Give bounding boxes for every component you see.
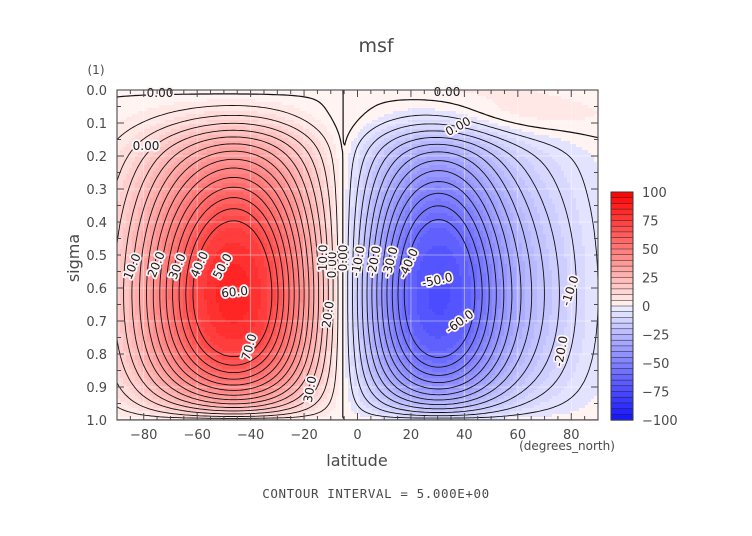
contour-value-label: 60.060.0 [221,284,249,301]
x-axis-label: latitude [326,451,387,470]
x-tick-label: −20 [290,428,317,443]
x-tick-label: 0 [353,428,361,443]
colorbar-band [611,317,633,323]
colorbar-band [611,369,633,375]
x-axis-units: (degrees_north) [519,439,615,453]
colorbar-band [611,283,633,289]
x-tick-label: −60 [183,428,210,443]
y-tick-label: 0.6 [86,282,107,297]
colorbar-band [611,215,633,221]
colorbar-bands [611,192,633,420]
colorbar-band [611,403,633,409]
colorbar-band [611,323,633,329]
colorbar-band [611,386,633,392]
contour-value-label: 0.000.00 [147,86,174,100]
colorbar-band [611,295,633,301]
colorbar-band [611,192,633,198]
colorbar-band [611,392,633,398]
y-tick-label: 1.0 [86,414,107,429]
colorbar-band [611,232,633,238]
colorbar-tick-label: −100 [642,414,678,429]
panel-index-label: (1) [88,63,105,77]
colorbar-band [611,306,633,312]
colorbar-band [611,374,633,380]
colorbar-band [611,352,633,358]
colorbar-band [611,260,633,266]
colorbar-band [611,380,633,386]
colorbar-tick-label: −25 [642,329,669,344]
colorbar-tick-label: 50 [642,243,659,258]
y-axis-label: sigma [64,234,83,282]
colorbar-band [611,357,633,363]
contour-interval-caption: CONTOUR INTERVAL = 5.000E+00 [262,486,490,501]
colorbar-tick-label: 100 [642,186,667,201]
x-tick-label: 20 [403,428,420,443]
colorbar-band [611,226,633,232]
colorbar-band [611,203,633,209]
colorbar-band [611,397,633,403]
y-tick-label: 0.0 [86,84,107,99]
colorbar-band [611,243,633,249]
colorbar-tick-label: −50 [642,357,669,372]
colorbar-band [611,340,633,346]
colorbar-band [611,209,633,215]
colorbar-tick-label: 0 [642,300,650,315]
contour-value-label: 10.010.0 [316,244,330,271]
x-tick-label: −40 [237,428,264,443]
colorbar-tick-label: 75 [642,215,659,230]
y-tick-label: 0.9 [86,381,107,396]
colorbar-band [611,238,633,244]
y-tick-label: 0.1 [86,117,107,132]
colorbar-band [611,272,633,278]
colorbar-band [611,300,633,306]
colorbar-band [611,335,633,341]
colorbar-band [611,266,633,272]
colorbar-band [611,312,633,318]
colorbar-band [611,414,633,420]
colorbar-band [611,346,633,352]
colorbar-band [611,409,633,415]
contour-value-label: 0.000.00 [133,139,160,153]
y-tick-label: 0.4 [86,216,107,231]
colorbar-band [611,278,633,284]
colorbar-tick-label: 25 [642,272,659,287]
colorbar-band [611,198,633,204]
y-tick-label: 0.3 [86,183,107,198]
contour-value-label: 0.000.00 [336,244,350,271]
colorbar-band [611,363,633,369]
colorbar-band [611,329,633,335]
y-tick-label: 0.5 [86,249,107,264]
y-tick-label: 0.8 [86,348,107,363]
y-tick-label: 0.7 [86,315,107,330]
page-title: msf [358,35,394,57]
colorbar-band [611,249,633,255]
y-tick-label: 0.2 [86,150,107,165]
colorbar-tick-label: −75 [642,386,669,401]
x-tick-label: 40 [456,428,473,443]
colorbar-band [611,221,633,227]
colorbar-band [611,255,633,261]
colorbar-band [611,289,633,295]
x-tick-label: −80 [130,428,157,443]
